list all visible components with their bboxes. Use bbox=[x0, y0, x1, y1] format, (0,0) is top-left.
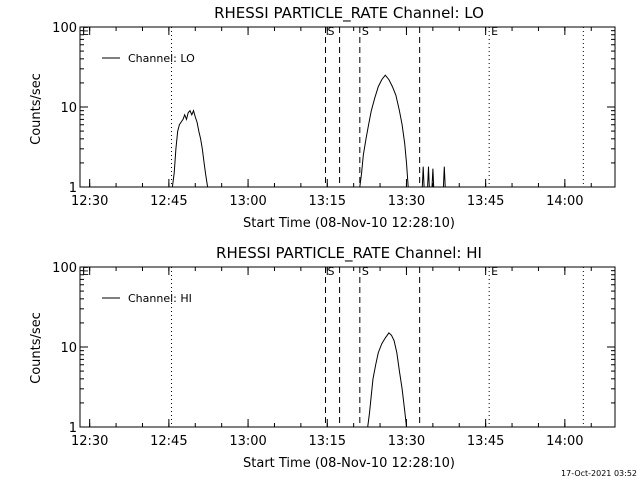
chart-title: RHESSI PARTICLE_RATE Channel: LO bbox=[214, 4, 484, 23]
x-tick-label: 13:15 bbox=[309, 434, 346, 449]
chart-title: RHESSI PARTICLE_RATE Channel: HI bbox=[216, 244, 482, 263]
event-flag-label: E bbox=[82, 25, 89, 38]
event-flag-label: E bbox=[82, 265, 89, 278]
y-tick-label: 10 bbox=[60, 101, 77, 116]
y-tick-label: 100 bbox=[52, 21, 77, 36]
legend-label: Channel: LO bbox=[128, 52, 195, 65]
chart-panel-hi: RHESSI PARTICLE_RATE Channel: HI Counts/… bbox=[29, 244, 616, 471]
y-axis-label: Counts/sec bbox=[29, 312, 44, 384]
x-tick-label: 13:30 bbox=[388, 434, 425, 449]
series-line bbox=[427, 166, 430, 188]
chart-panel-lo: RHESSI PARTICLE_RATE Channel: LO Counts/… bbox=[29, 4, 616, 231]
series-line bbox=[359, 74, 409, 188]
event-flag-label: E bbox=[491, 265, 498, 278]
plot-area: 1 10 100 12:30 12:45 13:00 13:15 13:30 13:45 14:0… bbox=[52, 261, 616, 449]
series-line bbox=[442, 166, 446, 188]
generation-timestamp: 17-Oct-2021 03:52 bbox=[561, 469, 637, 478]
x-tick-label: 12:45 bbox=[150, 194, 187, 209]
series-line bbox=[367, 332, 407, 428]
y-tick-label: 10 bbox=[60, 341, 77, 356]
event-flag-label: S bbox=[328, 25, 335, 38]
legend: Channel: LO bbox=[102, 52, 195, 65]
x-tick-label: 13:30 bbox=[388, 194, 425, 209]
legend: Channel: HI bbox=[102, 292, 192, 305]
y-tick-label: 1 bbox=[69, 421, 77, 436]
series-line bbox=[171, 109, 209, 188]
x-axis-label: Start Time (08-Nov-10 12:28:10) bbox=[243, 216, 455, 231]
x-tick-label: 14:00 bbox=[546, 434, 583, 449]
plot-area: 1 10 100 12:30 12:45 13:00 13:15 13:30 13:45 14:0… bbox=[52, 21, 616, 209]
legend-label: Channel: HI bbox=[128, 292, 192, 305]
y-tick-label: 100 bbox=[52, 261, 77, 276]
x-tick-label: 13:00 bbox=[229, 434, 266, 449]
x-tick-label: 14:00 bbox=[546, 194, 583, 209]
x-tick-label: 13:45 bbox=[467, 194, 504, 209]
y-tick-label: 1 bbox=[69, 181, 77, 196]
series-line bbox=[431, 168, 435, 188]
x-tick-label: 13:00 bbox=[229, 194, 266, 209]
x-tick-label: 12:45 bbox=[150, 434, 187, 449]
x-tick-label: 12:30 bbox=[71, 194, 108, 209]
x-axis-label: Start Time (08-Nov-10 12:28:10) bbox=[243, 456, 455, 471]
y-axis-label: Counts/sec bbox=[29, 73, 44, 145]
series-line bbox=[421, 166, 425, 188]
event-flag-label: S bbox=[362, 25, 369, 38]
x-tick-label: 12:30 bbox=[71, 434, 108, 449]
x-tick-label: 13:45 bbox=[467, 434, 504, 449]
x-tick-label: 13:15 bbox=[309, 194, 346, 209]
event-flag-label: E bbox=[491, 25, 498, 38]
event-flag-label: S bbox=[328, 265, 335, 278]
event-flag-label: S bbox=[362, 265, 369, 278]
